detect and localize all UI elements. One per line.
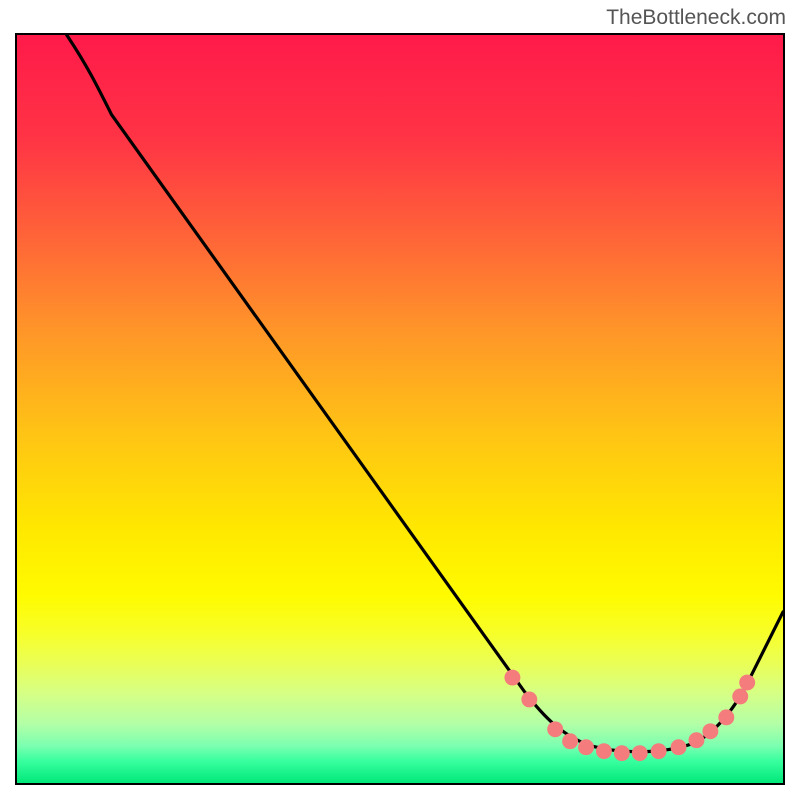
chart-marker — [718, 709, 734, 725]
chart-marker — [596, 743, 612, 759]
chart-marker — [504, 670, 520, 686]
chart-marker — [562, 733, 578, 749]
chart-svg — [17, 35, 783, 783]
chart-plot-area — [15, 33, 785, 785]
chart-markers — [504, 670, 755, 762]
chart-marker — [732, 689, 748, 705]
chart-marker — [688, 732, 704, 748]
chart-marker — [578, 739, 594, 755]
chart-marker — [632, 745, 648, 761]
chart-marker — [614, 745, 630, 761]
chart-curve — [67, 35, 783, 752]
chart-marker — [547, 721, 563, 737]
chart-marker — [702, 723, 718, 739]
chart-marker — [671, 739, 687, 755]
chart-marker — [739, 675, 755, 691]
chart-marker — [521, 691, 537, 707]
attribution-label: TheBottleneck.com — [606, 6, 786, 30]
chart-marker — [651, 743, 667, 759]
